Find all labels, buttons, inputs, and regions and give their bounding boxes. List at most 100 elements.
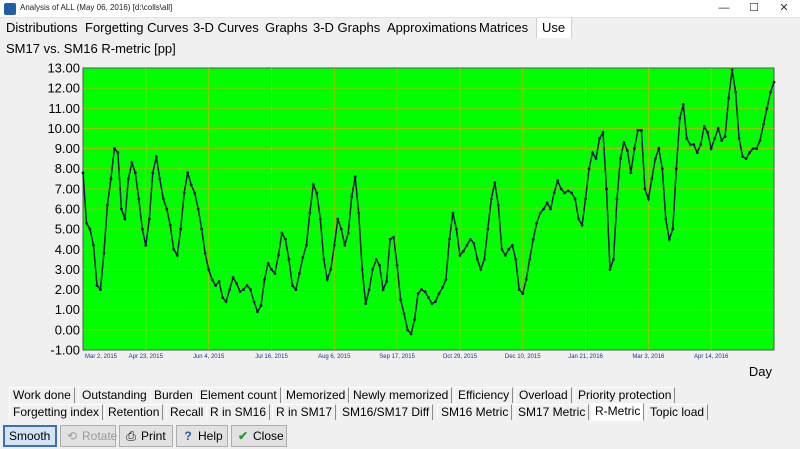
- smooth-button[interactable]: Smooth: [3, 425, 57, 447]
- data-point: [671, 227, 675, 231]
- data-point: [364, 302, 368, 306]
- tab-work-done[interactable]: Work done: [9, 387, 75, 403]
- data-point: [413, 318, 416, 322]
- data-point: [556, 179, 560, 183]
- tab-burden[interactable]: Burden: [150, 387, 197, 403]
- print-button[interactable]: ⎙ Print: [119, 425, 173, 447]
- data-point: [332, 243, 336, 247]
- tab-r-in-sm16[interactable]: R in SM16: [206, 404, 271, 420]
- tab-forgetting-curves[interactable]: Forgetting Curves: [85, 20, 189, 35]
- minimize-button[interactable]: —: [718, 2, 730, 14]
- data-point: [402, 312, 406, 316]
- data-point: [531, 237, 535, 241]
- data-point: [273, 272, 277, 275]
- data-point: [699, 143, 703, 146]
- tab-sm16-sm17-diff[interactable]: SM16/SM17 Diff: [338, 404, 434, 420]
- data-point: [461, 249, 465, 253]
- tab-retention[interactable]: Retention: [104, 404, 164, 420]
- data-point: [297, 272, 301, 275]
- data-point: [284, 237, 287, 241]
- tab-graphs[interactable]: Graphs: [265, 20, 308, 35]
- tab-memorized[interactable]: Memorized: [282, 387, 350, 403]
- data-point: [765, 106, 769, 110]
- tab-use[interactable]: Use: [536, 18, 572, 38]
- tab-3d-graphs[interactable]: 3-D Graphs: [313, 20, 381, 35]
- data-point: [709, 147, 713, 150]
- data-point: [448, 237, 451, 241]
- data-point: [301, 255, 305, 259]
- tab-efficiency[interactable]: Efficiency: [454, 387, 514, 403]
- data-point: [493, 181, 497, 185]
- tab-r-metric[interactable]: R-Metric: [591, 403, 645, 421]
- data-point: [437, 292, 441, 295]
- y-tick-label: 12.00: [47, 81, 80, 96]
- data-point: [681, 102, 685, 106]
- data-point: [521, 292, 525, 295]
- close-button[interactable]: ✔ Close: [231, 425, 287, 447]
- close-label: Close: [253, 429, 284, 443]
- data-point: [119, 207, 123, 211]
- data-point: [392, 235, 396, 239]
- data-point: [720, 139, 724, 142]
- print-label: Print: [141, 429, 166, 443]
- data-point: [420, 288, 423, 291]
- tab-3d-curves[interactable]: 3-D Curves: [193, 20, 259, 35]
- y-tick-label: 9.00: [55, 141, 80, 156]
- tab-sm17-metric[interactable]: SM17 Metric: [514, 404, 590, 420]
- data-point: [235, 282, 238, 285]
- tab-recall[interactable]: Recall: [166, 404, 208, 420]
- data-point: [762, 123, 765, 126]
- data-point: [458, 253, 462, 257]
- data-point: [168, 223, 172, 227]
- data-point: [147, 217, 151, 221]
- data-point: [626, 149, 629, 152]
- y-tick-label: 1.00: [55, 302, 80, 317]
- data-point: [315, 191, 319, 195]
- tab-distributions[interactable]: Distributions: [6, 20, 78, 35]
- data-point: [730, 68, 734, 72]
- maximize-button[interactable]: ☐: [749, 2, 759, 14]
- help-button[interactable]: ? Help: [176, 425, 228, 447]
- data-point: [598, 137, 601, 140]
- y-tick-label: 8.00: [55, 161, 80, 176]
- data-point: [723, 135, 727, 138]
- data-point: [748, 151, 751, 154]
- data-point: [378, 264, 382, 267]
- data-point: [263, 278, 266, 281]
- data-point: [629, 171, 633, 175]
- y-tick-label: 6.00: [55, 202, 80, 217]
- data-point: [249, 288, 252, 291]
- data-point: [336, 217, 340, 221]
- tab-r-in-sm17[interactable]: R in SM17: [272, 404, 337, 420]
- data-point: [130, 161, 134, 165]
- printer-icon: ⎙: [126, 429, 136, 443]
- data-point: [741, 155, 744, 159]
- data-point: [308, 211, 312, 215]
- tab-element-count[interactable]: Element count: [196, 387, 281, 403]
- data-point: [772, 80, 776, 84]
- x-tick-label: Jan 21, 2016: [568, 354, 603, 360]
- x-tick-label: Sep 17, 2015: [379, 354, 415, 360]
- window-titlebar: Analysis of ALL (May 06, 2016) [d:\colls…: [0, 0, 800, 18]
- y-tick-label: 4.00: [55, 242, 80, 257]
- data-point: [657, 147, 661, 150]
- tab-outstanding[interactable]: Outstanding: [78, 387, 151, 403]
- tab-forgetting-index[interactable]: Forgetting index: [9, 404, 104, 420]
- close-window-button[interactable]: ✕: [779, 2, 789, 14]
- window-title: Analysis of ALL (May 06, 2016) [d:\colls…: [20, 3, 173, 12]
- data-point: [113, 147, 116, 150]
- data-point: [605, 187, 608, 191]
- rotate-button[interactable]: ⟲ Rotate: [60, 425, 117, 447]
- tab-priority-protection[interactable]: Priority protection: [574, 387, 676, 403]
- tab-bar: Distributions Forgetting Curves 3-D Curv…: [0, 18, 800, 38]
- data-point: [287, 257, 291, 261]
- tab-matrices[interactable]: Matrices: [479, 20, 529, 35]
- data-point: [280, 231, 284, 235]
- tab-topic-load[interactable]: Topic load: [646, 404, 709, 420]
- tab-sm16-metric[interactable]: SM16 Metric: [437, 404, 513, 420]
- x-tick-label: Dec 10, 2015: [505, 354, 541, 360]
- x-tick-label: Aug 6, 2015: [318, 354, 351, 360]
- tab-overload[interactable]: Overload: [515, 387, 572, 403]
- tab-newly-memorized[interactable]: Newly memorized: [349, 387, 453, 403]
- tab-approximations[interactable]: Approximations: [387, 20, 477, 35]
